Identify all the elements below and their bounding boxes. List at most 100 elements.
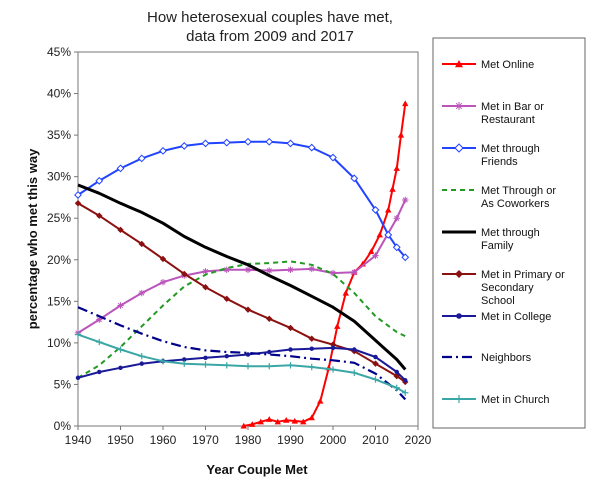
series-line: [77, 199, 407, 334]
data-point: [393, 384, 400, 391]
y-tick-label: 5%: [54, 377, 72, 391]
data-point: [75, 375, 81, 381]
data-point: [329, 341, 337, 348]
data-point: [116, 164, 125, 173]
y-tick-label: 45%: [47, 45, 71, 59]
data-point: [456, 313, 462, 319]
data-point: [330, 345, 336, 351]
legend-entry: Met in College: [442, 311, 551, 323]
data-point: [308, 363, 315, 371]
legend-label: Friends: [481, 156, 518, 168]
data-point: [74, 191, 82, 199]
data-point: [334, 323, 341, 329]
data-point: [376, 231, 383, 238]
series-line: [77, 140, 407, 258]
data-point: [96, 338, 103, 346]
data-point: [182, 357, 187, 362]
y-tick-label: 40%: [47, 87, 71, 101]
series-neighbors: [77, 306, 407, 401]
data-point: [203, 355, 208, 361]
series-met-through-family: [77, 183, 407, 371]
series-met-in-primary-or-secondary-school: [74, 200, 409, 386]
data-point: [392, 243, 401, 252]
series-met-in-college: [75, 345, 408, 383]
data-point: [159, 255, 167, 263]
series-met-in-church: [74, 331, 409, 396]
data-point: [180, 142, 189, 150]
data-point: [244, 362, 252, 370]
data-point: [266, 416, 273, 422]
x-tick-label: 2000: [320, 433, 347, 447]
y-tick-label: 35%: [47, 128, 71, 142]
data-point: [454, 143, 464, 153]
data-point: [117, 346, 124, 353]
legend-label: Met in Primary or: [481, 269, 565, 281]
data-point: [96, 316, 103, 323]
data-point: [329, 366, 337, 373]
x-tick-label: 2020: [405, 433, 432, 447]
data-point: [455, 395, 463, 403]
x-axis-title: Year Couple Met: [206, 462, 308, 477]
legend-label: Restaurant: [481, 114, 535, 126]
series-met-in-bar-or-restaurant: [74, 196, 409, 337]
data-point: [74, 331, 82, 338]
data-point: [329, 269, 337, 277]
data-point: [202, 284, 209, 291]
data-point: [159, 279, 167, 286]
data-point: [291, 417, 298, 424]
data-point: [95, 176, 104, 185]
data-point: [287, 324, 294, 332]
data-point: [309, 346, 314, 351]
series-line: [77, 183, 407, 371]
legend-label: School: [481, 295, 515, 307]
data-point: [267, 349, 272, 355]
legend-label: As Coworkers: [481, 198, 550, 210]
data-point: [159, 357, 167, 365]
data-point: [201, 139, 210, 148]
data-point: [455, 102, 463, 110]
data-point: [308, 265, 315, 273]
x-axis-ticks: 1940 1950 1960 1970 1980 1990 2000 2010 2020: [65, 426, 432, 447]
x-tick-label: 2010: [362, 433, 389, 447]
data-point: [96, 212, 103, 219]
data-point: [138, 352, 145, 360]
chart-title-line-1: How heterosexual couples have met,: [147, 9, 393, 26]
plot-area: 0% 5% 10% 15% 20% 25% 30% 35% 40% 45% 1940 1950 196…: [47, 45, 432, 447]
data-point: [455, 60, 463, 68]
data-point: [223, 295, 230, 303]
data-point: [118, 365, 123, 371]
data-point: [240, 422, 247, 429]
data-point: [159, 146, 167, 155]
series-met-through-friends: [74, 137, 410, 262]
data-point: [402, 196, 409, 204]
data-point: [394, 369, 399, 375]
data-point: [265, 137, 274, 146]
data-point: [266, 315, 273, 322]
series-line: [77, 306, 407, 401]
legend-label: Neighbors: [481, 352, 532, 364]
data-point: [245, 352, 251, 357]
data-point: [372, 252, 379, 259]
data-point: [202, 268, 209, 275]
data-point: [308, 414, 315, 421]
y-tick-label: 0%: [54, 419, 72, 433]
x-tick-label: 1970: [192, 433, 219, 447]
data-point: [283, 416, 290, 423]
data-point: [329, 153, 337, 162]
y-axis-ticks: 0% 5% 10% 15% 20% 25% 30% 35% 40% 45%: [47, 45, 78, 433]
data-point: [266, 267, 273, 274]
data-point: [74, 200, 82, 207]
data-point: [139, 361, 144, 366]
data-point: [202, 361, 209, 368]
data-point: [224, 353, 229, 359]
legend-label: Met through: [481, 227, 540, 239]
data-point: [249, 421, 256, 427]
data-point: [371, 206, 380, 214]
data-point: [308, 335, 315, 342]
data-point: [351, 369, 358, 377]
data-point: [372, 360, 379, 367]
data-point: [117, 226, 124, 234]
